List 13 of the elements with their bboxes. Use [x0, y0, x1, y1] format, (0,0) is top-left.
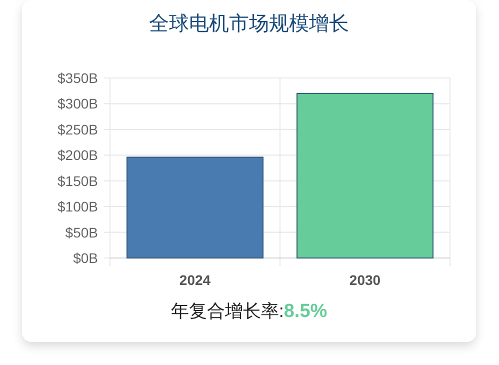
- text: 年复合增长率:: [170, 301, 284, 321]
- text: 8.5%: [284, 301, 328, 322]
- y-tick-label: $0B: [73, 250, 98, 266]
- y-tick-label: $100B: [58, 198, 98, 215]
- chart-title: 全球电机市场规模增长: [149, 13, 349, 35]
- y-tick-label: $150B: [58, 172, 98, 189]
- y-tick-label: $50B: [65, 224, 98, 240]
- y-tick-label: $350B: [58, 70, 98, 86]
- x-tick-label: 2030: [349, 272, 381, 288]
- y-tick-label: $250B: [58, 121, 98, 138]
- y-tick-label: $300B: [58, 96, 98, 112]
- x-tick-label: 2024: [179, 272, 211, 288]
- y-tick-label: $200B: [58, 147, 98, 164]
